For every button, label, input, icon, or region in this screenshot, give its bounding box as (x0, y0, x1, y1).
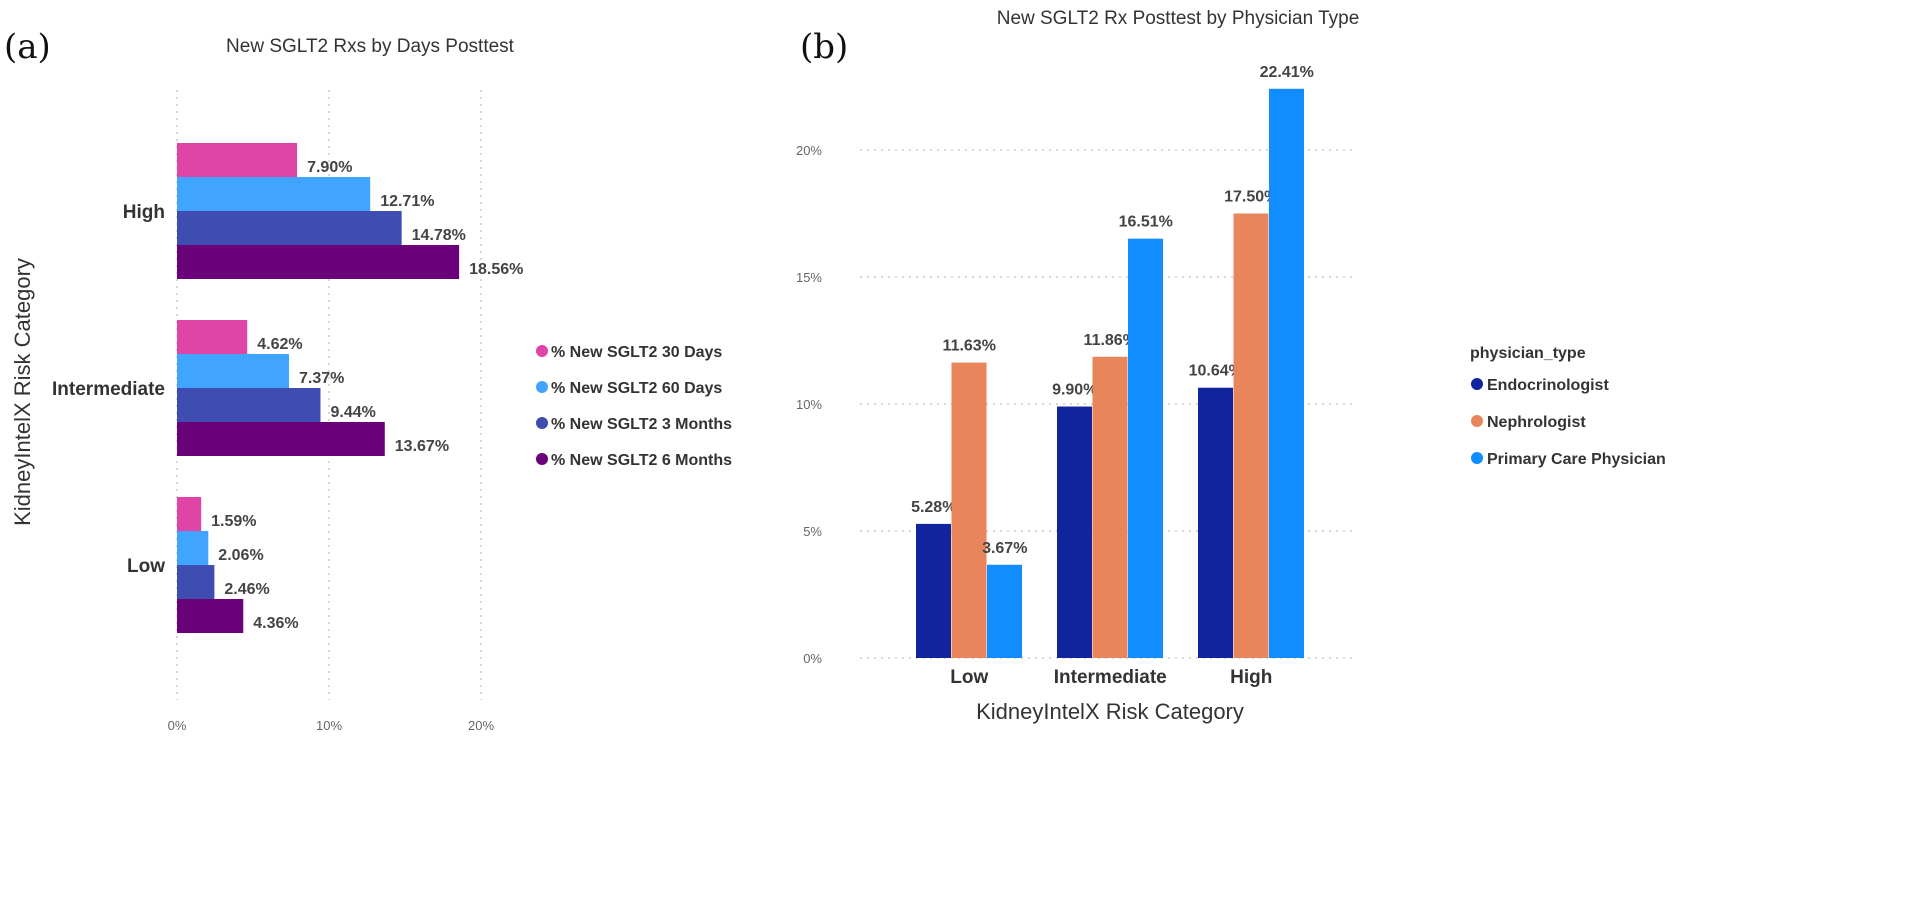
bar (177, 422, 385, 456)
x-tick-label: 10% (316, 718, 342, 733)
data-label: 7.37% (299, 370, 344, 387)
data-label: 13.67% (395, 438, 449, 455)
category-label: Intermediate (52, 379, 165, 400)
bar (177, 497, 202, 531)
chart-a-title: New SGLT2 Rxs by Days Posttest (226, 36, 515, 57)
bar (177, 354, 290, 388)
data-label: 12.71% (380, 193, 434, 210)
legend-item[interactable]: % New SGLT2 30 Days (551, 344, 722, 361)
legend-marker-icon[interactable] (536, 381, 548, 393)
data-label: 22.41% (1260, 64, 1314, 81)
legend-item[interactable]: % New SGLT2 60 Days (551, 380, 722, 397)
bar (1092, 356, 1128, 658)
data-label: 18.56% (469, 261, 523, 278)
data-label: 2.06% (218, 547, 263, 564)
x-tick-label: 0% (168, 718, 187, 733)
category-label: Low (127, 556, 165, 577)
chart-b-title: New SGLT2 Rx Posttest by Physician Type (997, 8, 1360, 29)
chart-b-legend-title: physician_type (1470, 345, 1586, 362)
data-label: 10.64% (1189, 363, 1243, 380)
chart-b-x-axis-title: KidneyIntelX Risk Category (976, 699, 1244, 724)
data-label: 4.62% (257, 336, 302, 353)
bar (177, 565, 215, 599)
data-label: 16.51% (1119, 214, 1173, 231)
data-label: 7.90% (307, 159, 352, 176)
legend-item[interactable]: Primary Care Physician (1487, 451, 1666, 468)
category-label: Low (950, 667, 988, 688)
data-label: 1.59% (211, 513, 256, 530)
legend-item[interactable]: Nephrologist (1487, 414, 1586, 431)
bar (177, 143, 298, 177)
bar (951, 362, 987, 658)
x-tick-label: 20% (468, 718, 494, 733)
y-tick-label: 5% (803, 524, 822, 539)
legend-marker-icon[interactable] (1471, 415, 1483, 427)
bar (177, 388, 321, 422)
bar (177, 245, 460, 279)
legend-marker-icon[interactable] (536, 453, 548, 465)
data-label: 11.63% (943, 338, 996, 355)
category-label: High (1230, 667, 1272, 688)
bar (1198, 387, 1233, 658)
bar (1269, 88, 1304, 658)
data-label: 9.44% (330, 404, 375, 421)
y-tick-label: 0% (803, 651, 822, 666)
legend-item[interactable]: % New SGLT2 6 Months (551, 452, 732, 469)
legend-item[interactable]: % New SGLT2 3 Months (551, 416, 732, 433)
bar (177, 320, 248, 354)
data-label: 4.36% (253, 615, 298, 632)
y-tick-label: 10% (796, 397, 822, 412)
data-label: 9.90% (1052, 382, 1097, 399)
bar (177, 177, 371, 211)
y-tick-label: 20% (796, 143, 822, 158)
legend-marker-icon[interactable] (1471, 452, 1483, 464)
data-label: 5.28% (911, 499, 956, 516)
legend-marker-icon[interactable] (536, 417, 548, 429)
category-label: Intermediate (1054, 667, 1167, 688)
bar (177, 531, 209, 565)
data-label: 11.86% (1084, 332, 1137, 349)
panel-label-a: (a) (4, 27, 51, 67)
legend-item[interactable]: Endocrinologist (1487, 377, 1609, 394)
data-label: 3.67% (982, 540, 1027, 557)
data-label: 2.46% (224, 581, 269, 598)
bar (1128, 238, 1163, 658)
panel-label-b: (b) (800, 27, 848, 67)
data-label: 17.50% (1224, 189, 1278, 206)
category-label: High (123, 202, 165, 223)
bar (1233, 213, 1269, 658)
data-label: 14.78% (412, 227, 466, 244)
y-tick-label: 15% (796, 270, 822, 285)
legend-marker-icon[interactable] (536, 345, 548, 357)
bar (916, 523, 951, 658)
bar (1057, 406, 1092, 658)
legend-marker-icon[interactable] (1471, 378, 1483, 390)
bar (177, 599, 244, 633)
bar (987, 564, 1022, 658)
bar (177, 211, 402, 245)
chart-a-y-axis-title: KidneyIntelX Risk Category (10, 258, 35, 526)
